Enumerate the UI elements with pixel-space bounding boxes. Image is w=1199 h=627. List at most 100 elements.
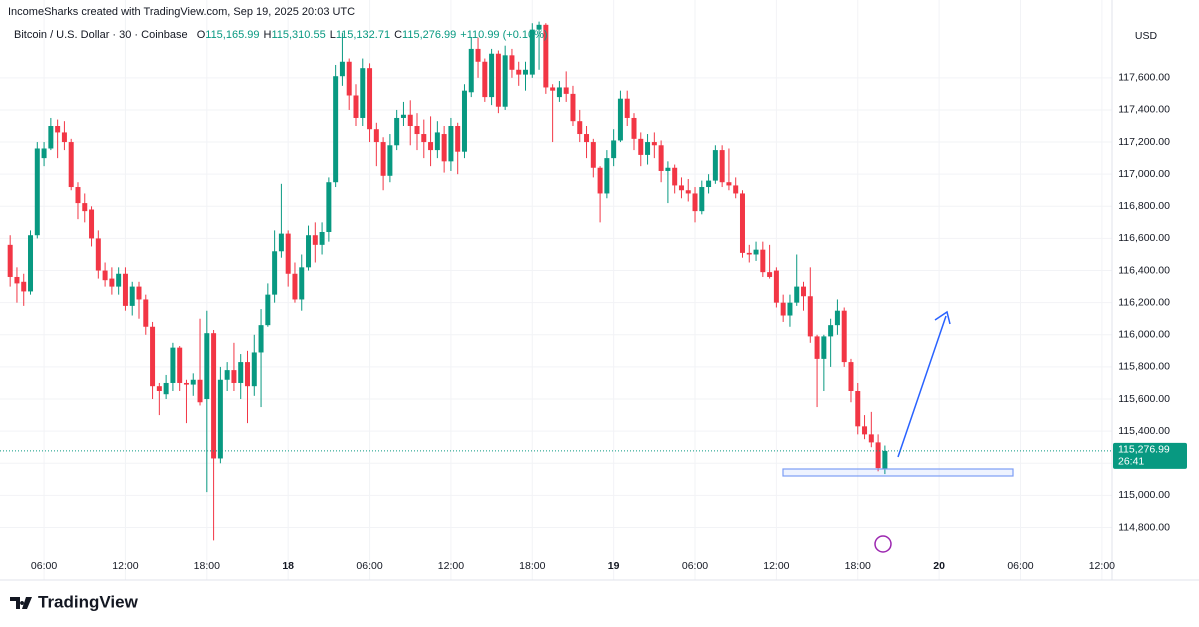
- candle-body: [461, 90, 467, 152]
- y-tick-label: 116,400.00: [1118, 264, 1170, 276]
- candle-body: [570, 93, 576, 122]
- candle-body: [272, 251, 278, 295]
- candle-body: [116, 273, 122, 287]
- legend-line: Bitcoin / U.S. Dollar · 30 · Coinbase O1…: [14, 29, 548, 41]
- y-tick-label: 115,000.00: [1118, 489, 1170, 501]
- candle-body: [61, 132, 67, 143]
- candle-body: [699, 187, 705, 212]
- candle-body: [767, 272, 773, 277]
- candle-body: [177, 347, 183, 383]
- candle-body: [706, 180, 712, 188]
- candle-body: [468, 48, 474, 93]
- candle-body: [536, 24, 542, 30]
- candle-body: [278, 233, 284, 252]
- candle-body: [448, 126, 454, 162]
- candle-body: [685, 190, 691, 194]
- brand: TradingView: [38, 592, 139, 611]
- candle-body: [299, 267, 305, 300]
- candle-body: [170, 347, 176, 383]
- candle-body: [238, 362, 244, 383]
- candle-body: [834, 310, 840, 326]
- legend-value: 115,165.99: [205, 29, 259, 41]
- support-box: [782, 468, 1014, 477]
- candle-body: [34, 148, 40, 236]
- candle-body: [475, 48, 481, 62]
- logo: TradingView: [10, 592, 139, 611]
- x-tick-label: 20: [933, 560, 945, 572]
- candle-body: [529, 29, 535, 75]
- candle-body: [319, 232, 325, 245]
- last-price-box: [1113, 442, 1187, 469]
- logo-mark: [10, 597, 32, 609]
- legend-key: L: [330, 29, 336, 41]
- candle-body: [678, 185, 684, 191]
- candle-body: [509, 55, 515, 70]
- candle-body: [489, 53, 495, 98]
- candle-body: [421, 134, 427, 143]
- candle-body: [692, 193, 698, 212]
- legend-value: 115,276.99: [402, 29, 456, 41]
- event-icon: [874, 535, 892, 553]
- candle-body: [807, 296, 813, 337]
- candle-body: [312, 235, 318, 245]
- candle-body: [326, 182, 332, 232]
- x-tick-label: 18:00: [194, 560, 220, 572]
- candle-body: [360, 68, 366, 118]
- candle-body: [821, 336, 827, 359]
- candle-body: [590, 142, 596, 168]
- candle-body: [787, 302, 793, 316]
- candle-body: [516, 69, 522, 75]
- candle-body: [387, 145, 393, 176]
- candle-body: [719, 150, 725, 183]
- candle-body: [48, 126, 54, 149]
- candle-body: [258, 325, 264, 353]
- x-tick-label: 12:00: [438, 560, 464, 572]
- candle-body: [523, 69, 529, 75]
- candle-body: [150, 326, 156, 387]
- candle-body: [231, 370, 237, 383]
- symbol: Bitcoin / U.S. Dollar · 30 · Coinbase: [14, 29, 188, 41]
- candle-body: [143, 299, 149, 327]
- credit: IncomeSharks created with TradingView.co…: [8, 6, 355, 18]
- candle-body: [604, 158, 610, 194]
- x-tick-label: 06:00: [31, 560, 57, 572]
- candle-body: [339, 61, 345, 77]
- candle-body: [441, 134, 447, 162]
- candle-body: [109, 278, 115, 287]
- y-tick-label: 115,800.00: [1118, 361, 1170, 373]
- x-tick-label: 06:00: [1007, 560, 1033, 572]
- candle-body: [611, 140, 617, 159]
- y-tick-label: 115,600.00: [1118, 393, 1170, 405]
- countdown: 26:41: [1118, 456, 1144, 468]
- currency: USD: [1135, 30, 1158, 42]
- candle-body: [400, 114, 406, 118]
- candle-body: [224, 370, 230, 380]
- candle-body: [482, 61, 488, 98]
- legend-change: +110.99 (+0.10%): [460, 29, 547, 41]
- candle-body: [136, 286, 142, 300]
- candle-body: [380, 142, 386, 176]
- legend-key: C: [394, 29, 402, 41]
- y-tick-label: 117,400.00: [1118, 104, 1170, 116]
- candle-body: [211, 333, 217, 459]
- last-price-label: 115,276.99: [1118, 444, 1170, 456]
- candle-body: [841, 310, 847, 363]
- candle-body: [726, 182, 732, 186]
- y-tick-label: 116,600.00: [1118, 232, 1170, 244]
- candle-body: [739, 193, 745, 253]
- candle-body: [760, 249, 766, 273]
- x-tick-label: 06:00: [682, 560, 708, 572]
- candle-body: [597, 167, 603, 194]
- y-tick-label: 117,600.00: [1118, 72, 1170, 84]
- y-tick-label: 116,200.00: [1118, 296, 1170, 308]
- candle-body: [638, 138, 644, 155]
- candle-body: [780, 302, 786, 316]
- candle-body: [875, 442, 881, 469]
- candles: [7, 21, 888, 541]
- candle-body: [631, 117, 637, 139]
- candle-body: [156, 386, 162, 391]
- candle-body: [773, 270, 779, 303]
- legend-value: 115,132.71: [336, 29, 390, 41]
- candle-body: [434, 132, 440, 151]
- y-tick-label: 117,200.00: [1118, 136, 1170, 148]
